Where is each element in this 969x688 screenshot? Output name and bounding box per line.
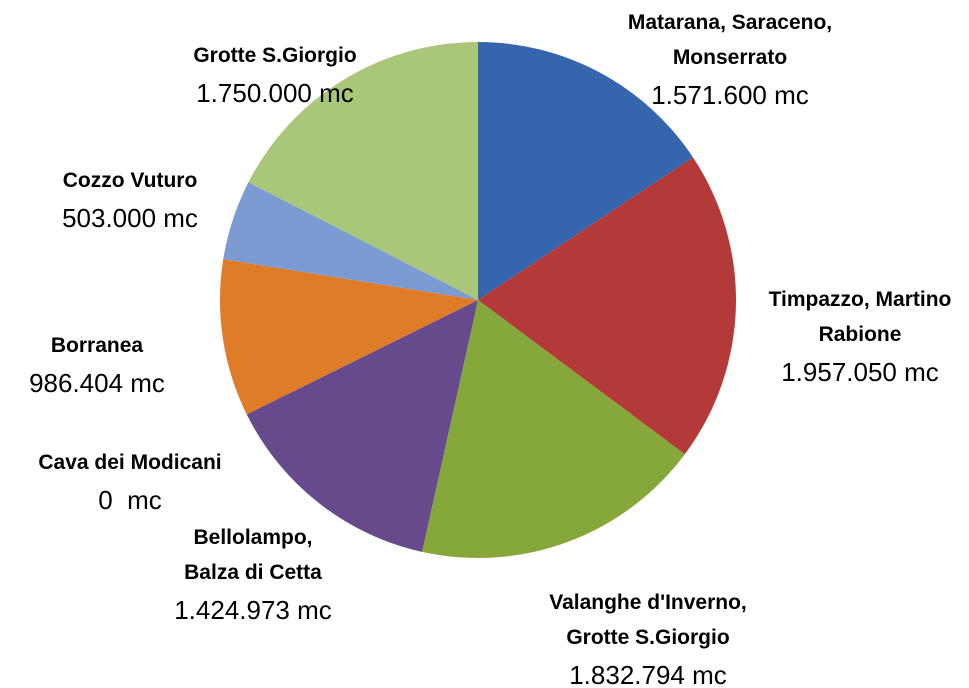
- value-label: 1.424.973 mc: [174, 595, 332, 625]
- pie-slice: [220, 259, 478, 415]
- value-label: 986.404 mc: [29, 368, 165, 398]
- slice-label: Grotte S.Giorgio 1.750.000 mc: [193, 38, 356, 113]
- slice-label: Matarana, Saraceno, Monserrato 1.571.600 …: [610, 5, 850, 115]
- value-label: 1.957.050 mc: [781, 357, 939, 387]
- pie-slice: [246, 300, 478, 552]
- category-label: Timpazzo, Martino Rabione: [768, 288, 952, 346]
- pie-slice: [223, 182, 478, 300]
- category-label: Borranea: [50, 334, 144, 357]
- slice-label: Valanghe d'Inverno, Grotte S.Giorgio 1.83…: [528, 585, 768, 688]
- value-label: 1.832.794 mc: [569, 660, 727, 688]
- category-label: Valanghe d'Inverno, Grotte S.Giorgio: [549, 591, 747, 649]
- slice-label: Cava dei Modicani 0 mc: [38, 445, 221, 520]
- slice-label: Timpazzo, Martino Rabione 1.957.050 mc: [768, 282, 953, 392]
- category-label: Cava dei Modicani: [38, 451, 222, 474]
- pie-slice: [248, 42, 478, 300]
- category-label: Matarana, Saraceno, Monserrato: [627, 11, 833, 69]
- slice-label: Cozzo Vuturo 503.000 mc: [62, 163, 198, 238]
- pie-slice: [478, 42, 693, 300]
- pie-slice: [422, 300, 685, 558]
- slice-label: Borranea 986.404 mc: [29, 328, 165, 403]
- category-label: Bellolampo, Balza di Cetta: [184, 526, 322, 584]
- value-label: 1.571.600 mc: [651, 80, 809, 110]
- value-label: 0 mc: [98, 485, 162, 515]
- category-label: Grotte S.Giorgio: [193, 44, 357, 67]
- pie-slice: [478, 157, 736, 455]
- value-label: 1.750.000 mc: [196, 78, 354, 108]
- category-label: Cozzo Vuturo: [62, 169, 198, 192]
- value-label: 503.000 mc: [62, 203, 198, 233]
- slice-label: Bellolampo, Balza di Cetta 1.424.973 mc: [171, 520, 336, 630]
